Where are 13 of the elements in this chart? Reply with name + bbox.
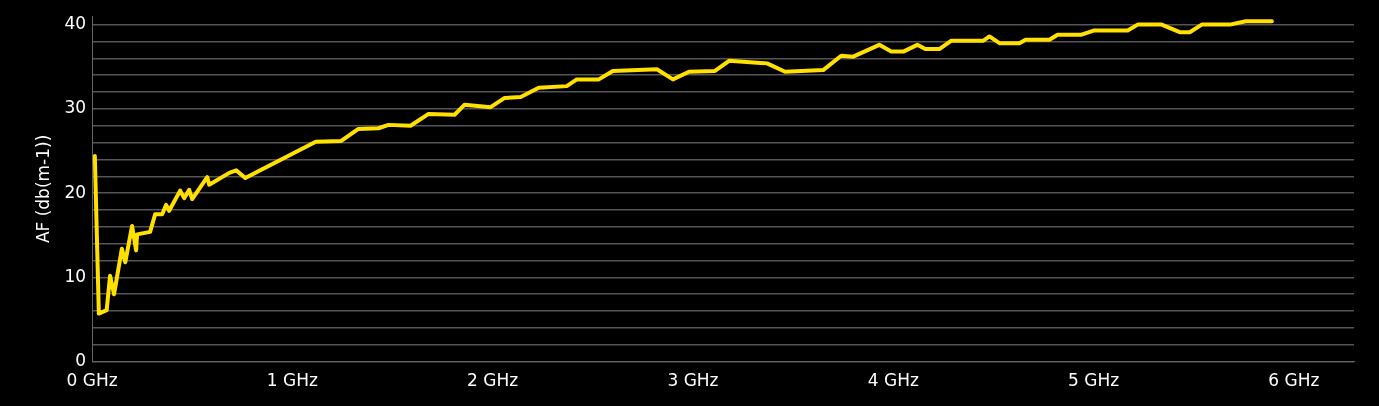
y-tick-label: 0 bbox=[75, 350, 87, 371]
y-tick-label: 20 bbox=[64, 181, 87, 202]
x-tick-label: 3 GHz bbox=[667, 370, 719, 391]
x-tick-label: 4 GHz bbox=[867, 370, 919, 391]
x-tick-label: 2 GHz bbox=[467, 370, 519, 391]
x-tick-label: 5 GHz bbox=[1068, 370, 1120, 391]
x-tick-label: 1 GHz bbox=[266, 370, 318, 391]
y-axis-title: AF (db(m-1)) bbox=[32, 134, 53, 244]
y-tick-label: 40 bbox=[64, 13, 87, 34]
y-tick-label: 10 bbox=[64, 265, 87, 286]
x-tick-label: 6 GHz bbox=[1268, 370, 1320, 391]
y-tick-label: 30 bbox=[64, 97, 87, 118]
x-tick-label: 0 GHz bbox=[66, 370, 118, 391]
